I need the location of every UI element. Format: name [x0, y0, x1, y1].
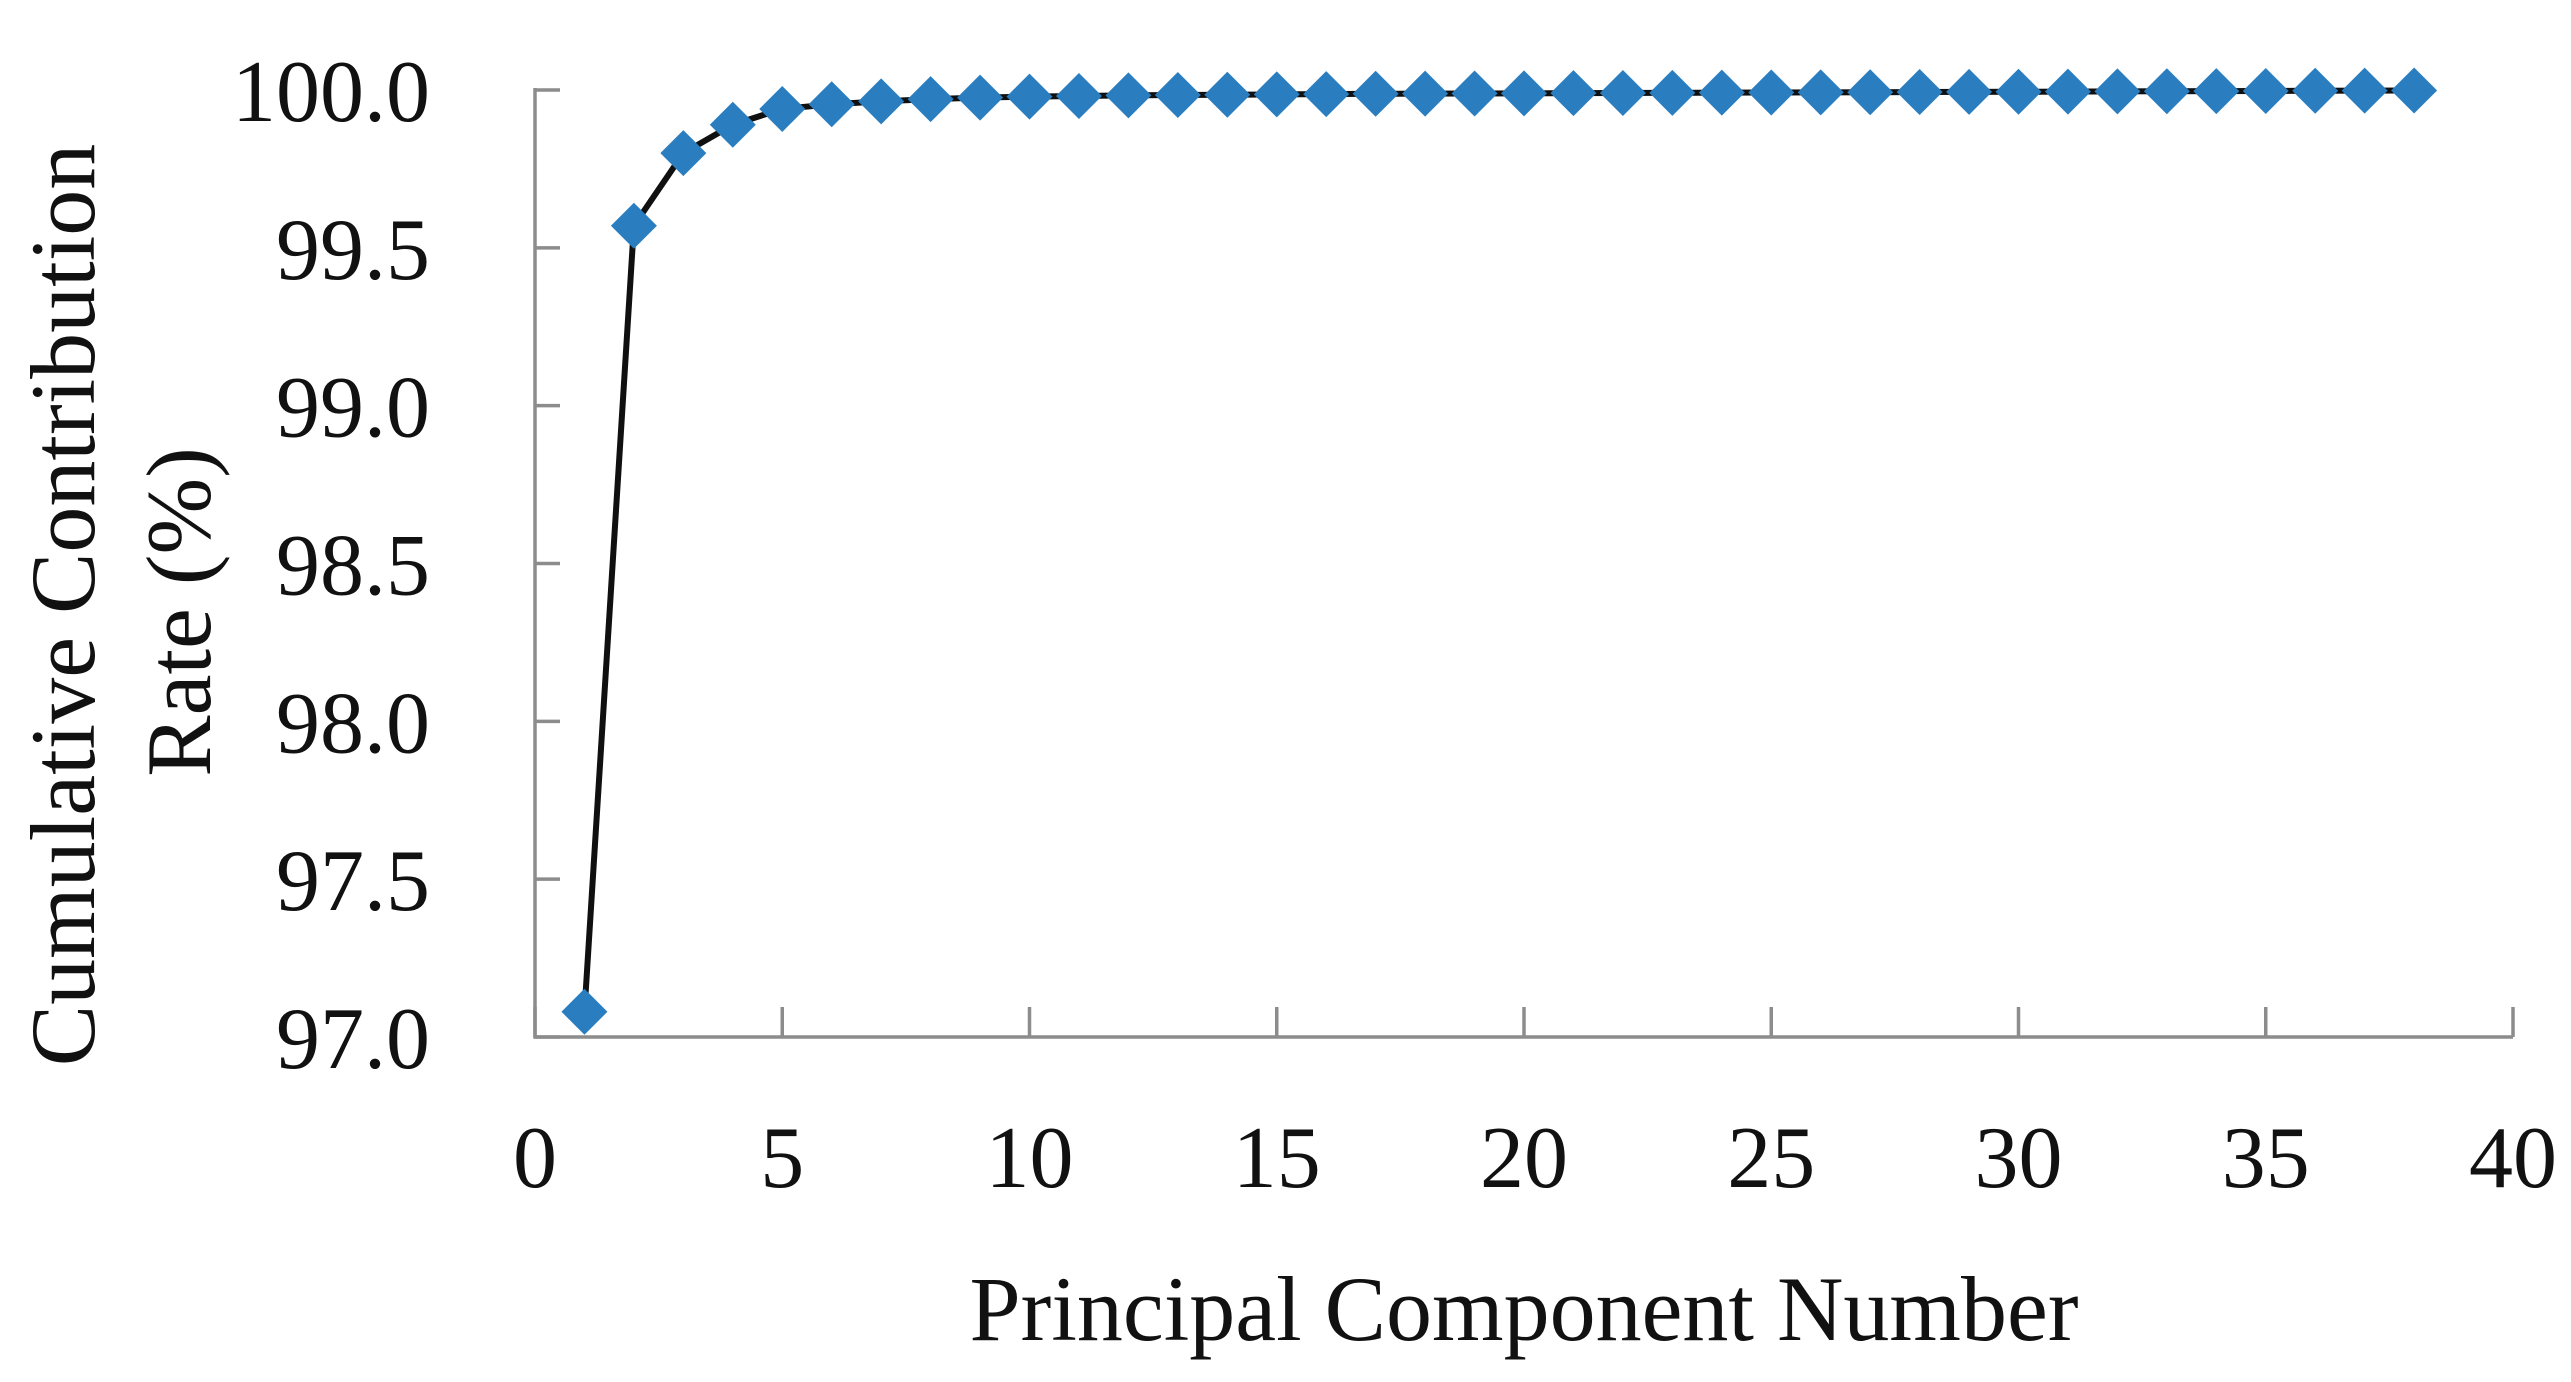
- data-point-marker: [1550, 70, 1597, 117]
- y-axis-title-line1: Cumulative Contribution: [12, 144, 114, 1067]
- data-point-marker: [1055, 72, 1102, 119]
- data-point-marker: [2341, 67, 2388, 114]
- axis-frame: [533, 88, 2513, 1039]
- data-point-marker: [1303, 71, 1350, 118]
- x-tick-label: 35: [2222, 1110, 2310, 1207]
- data-point-marker: [1006, 73, 1053, 120]
- data-point-marker: [858, 78, 905, 125]
- y-tick-label: 99.0: [276, 360, 430, 457]
- y-tick-label: 98.5: [276, 518, 430, 615]
- data-point-marker: [2094, 68, 2141, 115]
- y-tick-label: 97.5: [276, 833, 430, 930]
- data-point-marker: [660, 130, 707, 177]
- data-point-marker: [1847, 69, 1894, 116]
- axes-layer: 100.0 99.5 99.0 98.5 98.0 97.5 97.0 0 5 10 15 20 25 3…: [232, 44, 2557, 1207]
- x-tick-label: 10: [986, 1110, 1074, 1207]
- data-point-marker: [2391, 67, 2438, 114]
- data-point-marker: [1797, 69, 1844, 116]
- data-point-marker: [1154, 72, 1201, 119]
- data-point-marker: [759, 85, 806, 132]
- data-point-marker: [1451, 70, 1498, 117]
- data-point-marker: [1501, 70, 1547, 117]
- data-point-marker: [1748, 69, 1795, 116]
- data-point-marker: [2193, 68, 2240, 115]
- data-point-marker: [1698, 69, 1745, 116]
- x-tick-label: 25: [1727, 1110, 1815, 1207]
- y-tick-label: 99.5: [276, 202, 430, 299]
- data-point-marker: [1105, 72, 1152, 119]
- data-point-marker: [2143, 68, 2190, 115]
- x-tick-label: 5: [760, 1110, 804, 1207]
- data-point-marker: [709, 101, 756, 148]
- data-point-marker: [907, 76, 954, 123]
- data-point-marker: [2044, 68, 2091, 115]
- data-point-marker: [610, 202, 657, 249]
- data-point-marker: [1649, 69, 1696, 116]
- data-point-marker: [561, 988, 608, 1035]
- x-tick-label: 40: [2469, 1110, 2557, 1207]
- data-point-marker: [1204, 71, 1251, 118]
- data-point-marker: [957, 74, 1004, 121]
- data-point-marker: [808, 81, 855, 128]
- data-point-marker: [1402, 70, 1449, 117]
- x-tick-label: 20: [1480, 1110, 1568, 1207]
- y-tick-label: 97.0: [276, 991, 430, 1088]
- data-point-marker: [1253, 71, 1300, 118]
- series-layer: [561, 67, 2438, 1035]
- x-axis-title: Principal Component Number: [970, 1258, 2079, 1360]
- data-point-marker: [1599, 69, 1646, 116]
- data-point-marker: [2242, 67, 2289, 114]
- x-tick-label: 0: [513, 1110, 557, 1207]
- y-tick-label: 98.0: [276, 675, 430, 772]
- data-point-marker: [2292, 67, 2339, 114]
- y-tick-label: 100.0: [232, 44, 430, 141]
- data-point-marker: [1896, 69, 1943, 116]
- data-point-marker: [1946, 68, 1993, 115]
- data-point-marker: [1995, 68, 2042, 115]
- y-axis-title-line2: Rate (%): [128, 447, 230, 777]
- x-tick-label: 15: [1233, 1110, 1321, 1207]
- data-point-marker: [1352, 70, 1399, 117]
- x-tick-label: 30: [1975, 1110, 2063, 1207]
- y-axis-title: Cumulative Contribution Rate (%): [12, 144, 230, 1067]
- series-line: [581, 87, 2415, 1012]
